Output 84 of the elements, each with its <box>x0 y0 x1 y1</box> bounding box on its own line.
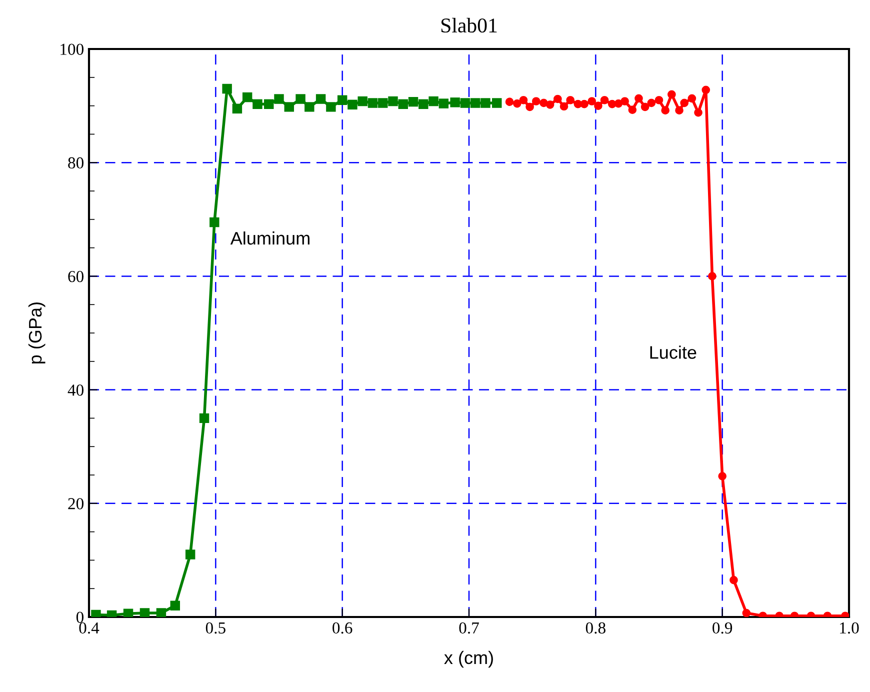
point <box>661 106 670 115</box>
point <box>222 84 232 94</box>
point <box>348 100 358 110</box>
point <box>620 97 629 106</box>
y-tick-label: 0 <box>76 612 84 623</box>
point <box>156 608 166 617</box>
point <box>388 96 398 106</box>
point <box>428 96 438 106</box>
point <box>296 94 306 104</box>
point <box>742 608 751 617</box>
point <box>460 98 470 108</box>
point <box>450 98 460 108</box>
x-tick-label: 0.7 <box>459 622 479 634</box>
point <box>398 99 408 109</box>
point <box>718 472 726 480</box>
point <box>91 610 101 617</box>
point <box>640 102 650 112</box>
point <box>519 96 528 104</box>
y-tick-label: 40 <box>68 384 84 396</box>
point <box>628 106 637 114</box>
point <box>284 102 294 112</box>
point <box>252 99 262 109</box>
point <box>140 608 150 617</box>
point <box>358 96 368 106</box>
point <box>532 97 540 106</box>
point <box>470 98 480 108</box>
point <box>526 102 534 112</box>
x-tick-label: 0.9 <box>712 622 732 634</box>
point <box>647 98 656 108</box>
point <box>560 102 568 111</box>
x-tick-label: 0.6 <box>332 622 352 634</box>
y-axis-title: p (GPa) <box>28 302 46 364</box>
point <box>594 102 602 110</box>
point <box>566 96 574 104</box>
point <box>580 100 588 108</box>
point <box>378 98 388 108</box>
point <box>408 96 418 107</box>
series-label: Aluminum <box>230 231 310 245</box>
point <box>274 94 284 104</box>
x-axis-title: x (cm) <box>444 650 493 668</box>
point <box>170 600 180 610</box>
x-tick-label: 1.0 <box>840 622 859 634</box>
point <box>668 90 676 99</box>
point <box>512 99 522 108</box>
point <box>634 94 643 103</box>
point <box>546 100 554 109</box>
point <box>199 413 210 424</box>
point <box>654 96 664 104</box>
point <box>694 108 702 117</box>
point <box>326 102 336 112</box>
point <box>232 104 242 114</box>
point <box>554 94 562 104</box>
series-label: Lucite <box>650 346 696 359</box>
point <box>242 92 252 102</box>
point <box>588 97 596 106</box>
point <box>438 98 449 108</box>
point <box>368 98 378 108</box>
chart-title: Slab01 <box>441 18 497 33</box>
x-tick-label: 0.8 <box>586 622 606 634</box>
point <box>675 106 684 115</box>
point <box>730 576 738 584</box>
y-tick-label: 60 <box>68 270 84 282</box>
point <box>600 96 609 104</box>
point <box>185 550 196 560</box>
point <box>316 94 326 104</box>
point <box>708 272 716 280</box>
point <box>304 102 314 112</box>
point <box>614 99 623 108</box>
y-tick-label: 100 <box>60 44 84 55</box>
point <box>418 99 428 109</box>
point <box>492 98 502 108</box>
x-tick-label: 0.5 <box>206 622 226 634</box>
point <box>123 608 134 617</box>
point <box>505 98 514 106</box>
point <box>688 94 696 103</box>
point <box>337 95 348 105</box>
point <box>210 217 220 228</box>
point <box>680 98 688 108</box>
y-tick-label: 20 <box>68 498 84 510</box>
point <box>702 86 710 94</box>
x-tick-label: 0.4 <box>79 622 100 634</box>
point <box>480 98 490 108</box>
y-tick-label: 80 <box>68 157 84 169</box>
point <box>264 99 274 109</box>
